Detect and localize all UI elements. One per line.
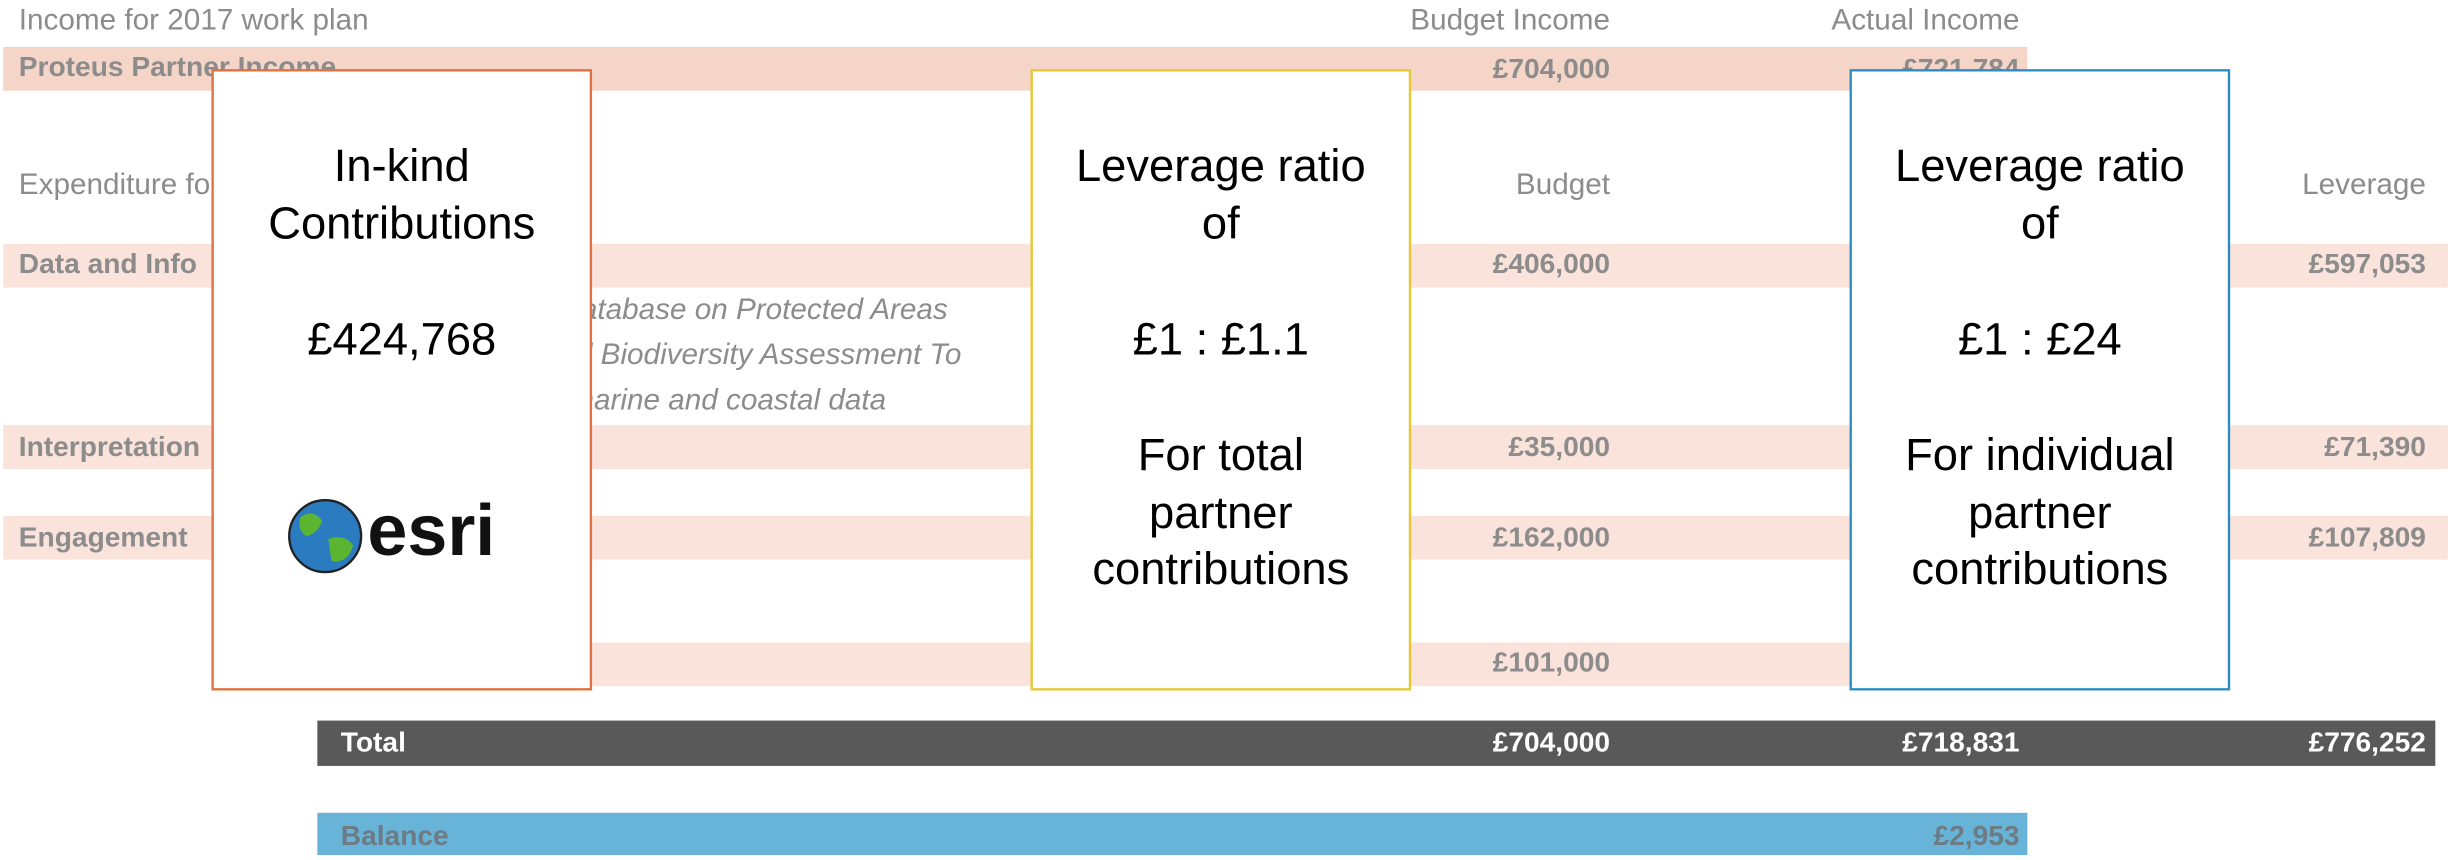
cell: £71,390 bbox=[2324, 431, 2426, 462]
col-header: Actual Income bbox=[1831, 4, 2019, 37]
card-text: partner bbox=[1968, 487, 2112, 538]
cell: £776,252 bbox=[2309, 726, 2426, 757]
cell: £35,000 bbox=[1508, 431, 1610, 462]
card-text: For individual bbox=[1905, 429, 2175, 480]
cell: £162,000 bbox=[1493, 522, 1610, 553]
total-label: Total bbox=[341, 726, 406, 757]
card-text: contributions bbox=[1092, 543, 1349, 594]
cell: £718,831 bbox=[1902, 726, 2019, 757]
sub-item: d Database on Protected Areas bbox=[535, 293, 948, 326]
balance-label: Balance bbox=[341, 820, 449, 851]
card-text: £424,768 bbox=[307, 313, 496, 364]
total-band bbox=[317, 720, 2436, 766]
cell: £2,953 bbox=[1934, 820, 2020, 851]
card-text: of bbox=[2021, 198, 2059, 249]
cell: £704,000 bbox=[1493, 53, 1610, 84]
cell: £107,809 bbox=[2309, 522, 2426, 553]
logo-globe bbox=[288, 499, 363, 574]
card-text: £1 : £1.1 bbox=[1133, 313, 1309, 364]
cell: £597,053 bbox=[2309, 248, 2426, 279]
card-text: contributions bbox=[1911, 543, 2168, 594]
balance-band bbox=[317, 812, 2028, 855]
card-text: of bbox=[1202, 198, 1240, 249]
card-text: Leverage ratio bbox=[1076, 140, 1366, 191]
logo-text: esri bbox=[367, 491, 495, 571]
sub-item: ated Biodiversity Assessment To bbox=[535, 338, 962, 371]
income-header: Income for 2017 work plan bbox=[19, 4, 369, 37]
col-header: Budget bbox=[1516, 168, 1611, 201]
logo-land bbox=[299, 513, 354, 562]
col-header: Budget Income bbox=[1410, 4, 1610, 37]
row-label: Engagement bbox=[19, 522, 188, 553]
card bbox=[1849, 69, 2231, 691]
card-text: partner bbox=[1149, 487, 1293, 538]
card-text: In-kind bbox=[334, 140, 470, 191]
col-header: Leverage bbox=[2302, 168, 2426, 201]
card-text: For total bbox=[1138, 429, 1304, 480]
card bbox=[211, 69, 593, 691]
sub-item: er marine and coastal data bbox=[535, 384, 887, 417]
card-text: £1 : £24 bbox=[1958, 313, 2122, 364]
card bbox=[1030, 69, 1412, 691]
card-text: Contributions bbox=[268, 198, 535, 249]
cell: £101,000 bbox=[1493, 647, 1610, 678]
cell: £406,000 bbox=[1493, 248, 1610, 279]
cell: £704,000 bbox=[1493, 726, 1610, 757]
card-text: Leverage ratio bbox=[1895, 140, 2185, 191]
cards: In-kind Contributions £424,768 esri Leverage… bbox=[211, 69, 2231, 691]
row-label: Interpretation bbox=[19, 431, 200, 462]
expenditure-header: Expenditure fo bbox=[19, 168, 210, 201]
row-label: Data and Info bbox=[19, 248, 197, 279]
